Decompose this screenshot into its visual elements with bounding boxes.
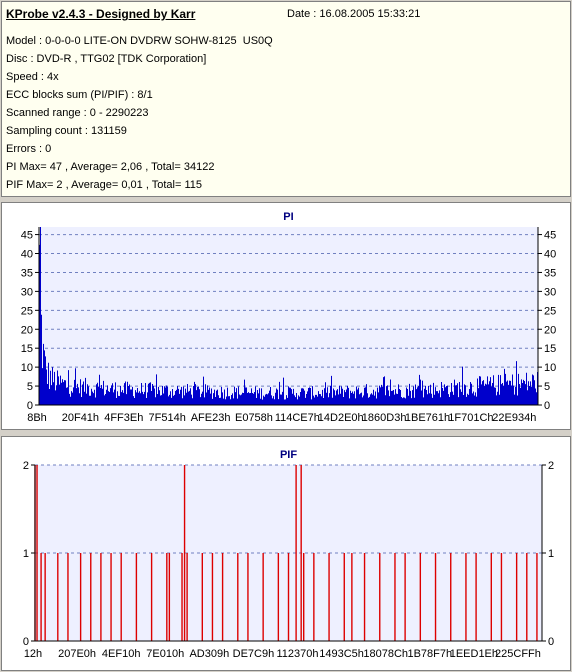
x-tick-label: 20F41h	[62, 412, 99, 424]
x-tick-label: 1B78F7h	[407, 648, 452, 660]
x-tick-label: 1860D3h	[362, 412, 407, 424]
model-line: Model : 0-0-0-0 LITE-ON DVDRW SOHW-8125 …	[6, 35, 273, 47]
errors-line: Errors : 0	[6, 143, 52, 155]
x-tick-label: 114CE7h	[275, 412, 320, 424]
y-tick-label-left: 10	[21, 362, 33, 374]
y-tick-label-left: 0	[27, 400, 33, 412]
y-tick-label-left: 5	[27, 381, 33, 393]
y-tick-label-right: 25	[544, 305, 556, 317]
x-tick-label: 225CFFh	[495, 648, 541, 660]
sampling-line: Sampling count : 131159	[6, 125, 127, 137]
y-tick-label-left: 45	[21, 230, 33, 242]
chart-title: PI	[283, 211, 293, 223]
y-tick-label-left: 20	[21, 324, 33, 336]
scan-date: Date : 16.08.2005 15:33:21	[287, 8, 421, 20]
pif-chart: PIF 0 0 1 1 2 2 12h 207E0h 4EF10h 7E010h AD309h DE7C…	[23, 449, 554, 660]
y-tick-label-left: 40	[21, 249, 33, 261]
y-tick-label-left: 25	[21, 305, 33, 317]
y-tick-label-right: 5	[544, 381, 550, 393]
x-tick-label: 112370h	[277, 648, 319, 660]
x-tick-label: 1493C5h	[319, 648, 364, 660]
x-tick-label: 8Bh	[27, 412, 47, 424]
x-tick-label: 1F701Ch	[448, 412, 493, 424]
x-tick-label: AFE23h	[191, 412, 231, 424]
pif-chart-panel: PIF 0 0 1 1 2 2 12h 207E0h 4EF10h 7E010h AD309h DE7C…	[1, 436, 571, 671]
app-title: KProbe v2.4.3 - Designed by Karr	[6, 7, 196, 21]
x-tick-label: 12h	[24, 648, 42, 660]
y-tick-label-left: 0	[23, 636, 29, 648]
y-tick-label-left: 1	[23, 548, 29, 560]
y-tick-label-right: 35	[544, 267, 556, 279]
y-tick-label-right: 40	[544, 249, 556, 261]
x-tick-label: 22E934h	[492, 412, 536, 424]
x-tick-label: 14D2E0h	[318, 412, 364, 424]
pif-summary-line: PIF Max= 2 , Average= 0,01 , Total= 115	[6, 179, 202, 191]
speed-line: Speed : 4x	[6, 71, 59, 83]
info-panel: KProbe v2.4.3 - Designed by Karr Date : …	[1, 1, 571, 197]
x-tick-label: 18078Ch	[363, 648, 408, 660]
y-tick-label-right: 20	[544, 324, 556, 336]
pi-chart: PI 0 0 5 5 10 10 15 15 20 20 25 25 30 30 35 35 40 40 45 45 8B…	[21, 211, 557, 424]
y-tick-label-left: 2	[23, 460, 29, 472]
pi-chart-panel: PI 0 0 5 5 10 10 15 15 20 20 25 25 30 30 35 35 40 40 45 45 8B…	[1, 202, 571, 430]
x-tick-label: E0758h	[235, 412, 273, 424]
x-tick-label: DE7C9h	[233, 648, 275, 660]
y-tick-label-right: 1	[548, 548, 554, 560]
y-tick-label-left: 35	[21, 267, 33, 279]
x-tick-label: 1EED1Eh	[450, 648, 498, 660]
y-tick-label-right: 0	[548, 636, 554, 648]
y-tick-label-right: 45	[544, 230, 556, 242]
y-tick-label-right: 2	[548, 460, 554, 472]
y-tick-label-right: 0	[544, 400, 550, 412]
pi-bars	[39, 227, 538, 405]
y-tick-label-right: 10	[544, 362, 556, 374]
x-tick-label: 7F514h	[149, 412, 186, 424]
y-tick-label-right: 30	[544, 286, 556, 298]
pi-summary-line: PI Max= 47 , Average= 2,06 , Total= 3412…	[6, 161, 215, 173]
plot-area	[39, 227, 538, 405]
range-line: Scanned range : 0 - 2290223	[6, 107, 149, 119]
x-tick-label: 4EF10h	[102, 648, 141, 660]
y-tick-label-left: 30	[21, 286, 33, 298]
x-tick-label: 207E0h	[58, 648, 96, 660]
x-tick-label: 7E010h	[146, 648, 184, 660]
x-tick-label: 4FF3Eh	[104, 412, 143, 424]
disc-line: Disc : DVD-R , TTG02 [TDK Corporation]	[6, 53, 207, 65]
x-tick-label: 1BE761h	[405, 412, 450, 424]
pif-bars	[34, 465, 538, 641]
x-tick-label: AD309h	[189, 648, 229, 660]
chart-title: PIF	[280, 449, 297, 461]
ecc-line: ECC blocks sum (PI/PIF) : 8/1	[6, 89, 153, 101]
y-tick-label-right: 15	[544, 343, 556, 355]
y-tick-label-left: 15	[21, 343, 33, 355]
